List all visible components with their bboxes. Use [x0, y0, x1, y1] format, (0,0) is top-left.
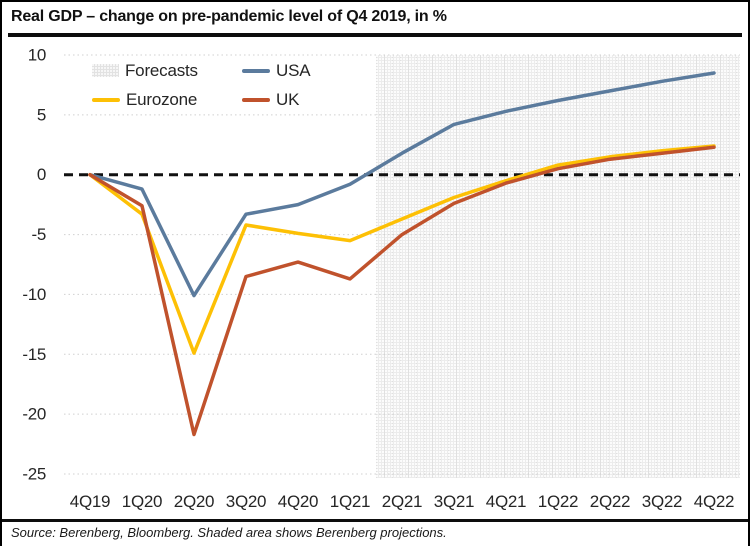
y-axis-tick-label: -20: [22, 405, 46, 424]
x-axis-tick-label: 4Q19: [70, 492, 110, 511]
title-divider: [8, 33, 742, 37]
legend-item-uk: UK: [242, 91, 299, 108]
forecast-shaded-region: [376, 55, 740, 478]
y-axis-tick-label: 10: [28, 46, 46, 65]
x-axis-tick-label: 2Q20: [174, 492, 214, 511]
forecast-swatch-icon: [92, 64, 119, 77]
footer-divider: [2, 519, 748, 522]
uk-line-swatch-icon: [242, 97, 270, 102]
legend-item-usa: USA: [242, 61, 311, 80]
x-axis-tick-label: 4Q21: [486, 492, 526, 511]
page-title: Real GDP – change on pre-pandemic level …: [11, 8, 447, 25]
x-axis-tick-label: 1Q21: [330, 492, 370, 511]
series-line-usa: [88, 71, 716, 298]
source-note: Source: Berenberg, Bloomberg. Shaded are…: [11, 525, 447, 540]
legend-label-usa: USA: [276, 61, 311, 80]
legend-item-forecasts: Forecasts: [92, 62, 198, 79]
legend-label-eurozone: Eurozone: [126, 90, 198, 109]
y-axis-tick-label: 0: [37, 165, 46, 184]
y-axis-tick-label: 5: [37, 105, 46, 124]
x-axis-tick-label: 4Q22: [694, 492, 734, 511]
legend-label-forecasts: Forecasts: [125, 61, 198, 80]
y-axis-tick-label: -15: [22, 345, 46, 364]
x-axis-tick-label: 3Q22: [642, 492, 682, 511]
x-axis-tick-label: 1Q20: [122, 492, 162, 511]
eurozone-line-swatch-icon: [92, 97, 120, 102]
x-axis-tick-label: 1Q22: [538, 492, 578, 511]
series-line-uk: [88, 145, 716, 437]
y-axis-tick-label: -5: [31, 225, 46, 244]
x-axis-tick-label: 2Q21: [382, 492, 422, 511]
y-axis-tick-label: -25: [22, 465, 46, 484]
usa-line-swatch-icon: [242, 68, 270, 73]
x-axis-tick-label: 4Q20: [278, 492, 318, 511]
legend-label-uk: UK: [276, 90, 300, 109]
y-axis-tick-label: -10: [22, 285, 46, 304]
series-line-eurozone: [88, 144, 716, 355]
x-axis-tick-label: 2Q22: [590, 492, 630, 511]
legend-item-eurozone: Eurozone: [92, 91, 197, 108]
x-axis-tick-label: 3Q20: [226, 492, 266, 511]
x-axis-tick-label: 3Q21: [434, 492, 474, 511]
